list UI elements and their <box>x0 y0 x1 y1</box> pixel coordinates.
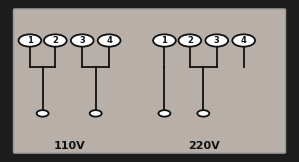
Text: 220V: 220V <box>188 141 220 151</box>
Circle shape <box>179 34 201 47</box>
Circle shape <box>71 34 94 47</box>
Circle shape <box>90 110 102 117</box>
Text: 3: 3 <box>79 36 85 45</box>
Circle shape <box>153 34 176 47</box>
Text: 4: 4 <box>241 36 247 45</box>
Text: 1: 1 <box>27 36 33 45</box>
Circle shape <box>232 34 255 47</box>
Circle shape <box>19 34 41 47</box>
Circle shape <box>36 110 48 117</box>
Text: 1: 1 <box>161 36 167 45</box>
Text: 110V: 110V <box>54 141 86 151</box>
Text: 4: 4 <box>106 36 112 45</box>
Circle shape <box>158 110 170 117</box>
Text: 2: 2 <box>187 36 193 45</box>
FancyBboxPatch shape <box>13 9 286 153</box>
Circle shape <box>44 34 67 47</box>
Circle shape <box>98 34 120 47</box>
Text: 3: 3 <box>214 36 220 45</box>
Circle shape <box>197 110 209 117</box>
Circle shape <box>205 34 228 47</box>
Text: 2: 2 <box>52 36 58 45</box>
